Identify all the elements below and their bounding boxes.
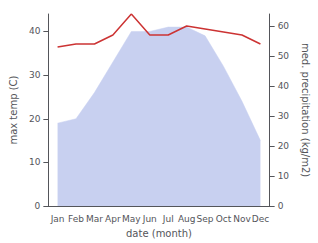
svg-text:0: 0 xyxy=(278,201,284,211)
svg-text:med. precipitation (kg/m2): med. precipitation (kg/m2) xyxy=(300,43,311,177)
svg-text:Jan: Jan xyxy=(50,214,65,224)
svg-text:40: 40 xyxy=(29,26,41,36)
svg-text:Jun: Jun xyxy=(142,214,157,224)
svg-text:date (month): date (month) xyxy=(126,228,192,239)
svg-text:Nov: Nov xyxy=(233,214,251,224)
svg-text:20: 20 xyxy=(29,114,41,124)
svg-text:0: 0 xyxy=(35,201,41,211)
svg-text:30: 30 xyxy=(278,111,290,121)
svg-text:10: 10 xyxy=(278,171,290,181)
svg-text:30: 30 xyxy=(29,70,41,80)
svg-text:Apr: Apr xyxy=(105,214,121,224)
svg-text:Sep: Sep xyxy=(197,214,214,224)
svg-text:10: 10 xyxy=(29,157,41,167)
svg-text:May: May xyxy=(122,214,141,224)
svg-text:Dec: Dec xyxy=(252,214,269,224)
svg-text:20: 20 xyxy=(278,141,290,151)
svg-text:Mar: Mar xyxy=(86,214,103,224)
svg-text:60: 60 xyxy=(278,21,290,31)
svg-text:40: 40 xyxy=(278,81,290,91)
svg-text:max temp (C): max temp (C) xyxy=(8,75,19,144)
svg-text:Oct: Oct xyxy=(216,214,232,224)
svg-text:Aug: Aug xyxy=(178,214,196,224)
svg-text:Jul: Jul xyxy=(162,214,174,224)
svg-text:Feb: Feb xyxy=(68,214,84,224)
svg-text:50: 50 xyxy=(278,51,290,61)
